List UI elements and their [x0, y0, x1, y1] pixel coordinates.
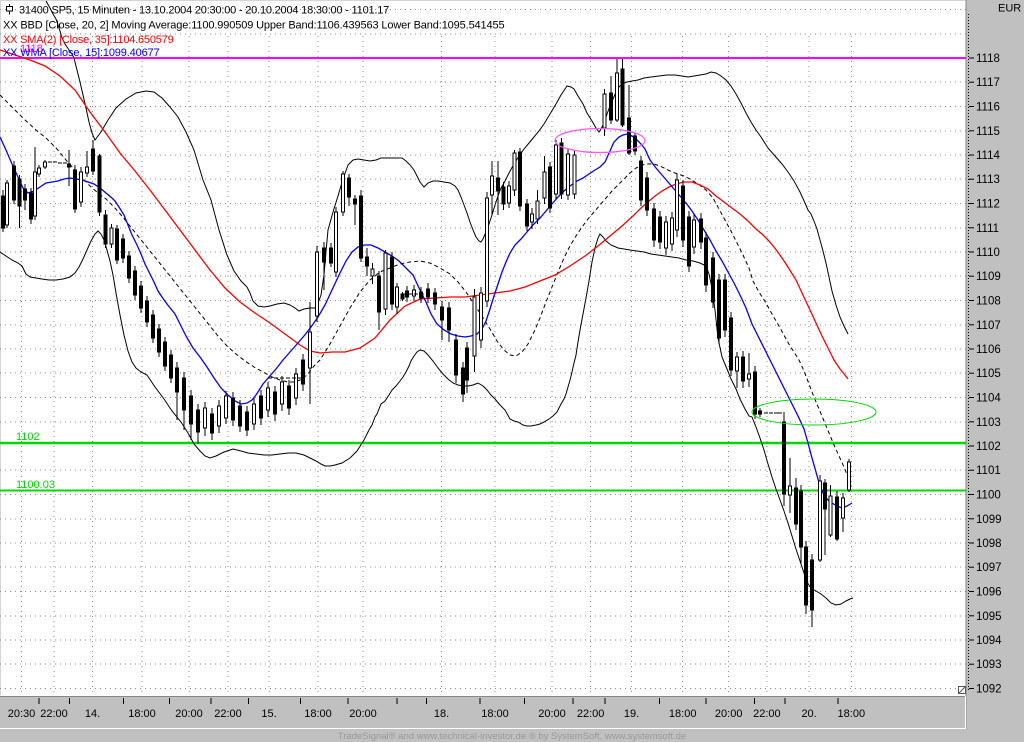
svg-text:1092: 1092 — [976, 684, 1002, 696]
svg-text:1117: 1117 — [976, 77, 1000, 89]
svg-text:1111: 1111 — [976, 223, 999, 235]
svg-text:20:00: 20:00 — [715, 708, 743, 720]
svg-text:22:00: 22:00 — [214, 708, 242, 720]
svg-text:22:00: 22:00 — [577, 708, 605, 720]
svg-text:XX SMA(2) [Close, 35]:1104.650: XX SMA(2) [Close, 35]:1104.650579 — [3, 34, 174, 46]
svg-text:14.: 14. — [85, 708, 100, 720]
svg-text:1118: 1118 — [20, 43, 43, 55]
svg-text:1115: 1115 — [976, 126, 1000, 138]
svg-text:1110: 1110 — [976, 247, 1000, 259]
svg-text:18:00: 18:00 — [128, 708, 156, 720]
svg-text:20:30: 20:30 — [8, 708, 36, 720]
svg-text:18:00: 18:00 — [838, 708, 866, 720]
svg-text:18:00: 18:00 — [669, 708, 697, 720]
svg-text:1116: 1116 — [976, 102, 1000, 114]
svg-text:1100.03: 1100.03 — [16, 479, 55, 491]
svg-text:1103: 1103 — [976, 417, 1001, 429]
svg-text:19.: 19. — [624, 708, 639, 720]
svg-text:1107: 1107 — [976, 320, 1001, 332]
svg-text:1097: 1097 — [976, 562, 1002, 574]
svg-text:1102: 1102 — [16, 431, 40, 443]
svg-text:1096: 1096 — [976, 587, 1002, 599]
svg-text:1099: 1099 — [976, 514, 1002, 526]
svg-text:1101: 1101 — [976, 465, 1001, 477]
svg-text:1106: 1106 — [976, 344, 1001, 356]
svg-text:1112: 1112 — [976, 199, 1000, 211]
svg-text:1095: 1095 — [976, 611, 1002, 623]
svg-text:1114: 1114 — [976, 150, 1000, 162]
svg-text:1113: 1113 — [976, 174, 1000, 186]
svg-text:22:00: 22:00 — [753, 708, 781, 720]
svg-text:1094: 1094 — [976, 635, 1002, 647]
svg-text:18:00: 18:00 — [304, 708, 332, 720]
svg-text:1093: 1093 — [976, 659, 1002, 671]
svg-text:1109: 1109 — [976, 271, 1001, 283]
svg-text:1104: 1104 — [976, 393, 1001, 405]
svg-text:15.: 15. — [261, 708, 276, 720]
svg-text:1098: 1098 — [976, 538, 1002, 550]
svg-text:XX BBD [Close, 20, 2] Moving A: XX BBD [Close, 20, 2] Moving Average:110… — [3, 20, 505, 32]
svg-text:TradeSignal® and www.technical: TradeSignal® and www.technical-investor.… — [338, 731, 686, 742]
svg-text:22:00: 22:00 — [40, 708, 68, 720]
svg-text:20:00: 20:00 — [538, 708, 566, 720]
svg-text:1100: 1100 — [976, 490, 1001, 502]
svg-text:20:00: 20:00 — [175, 708, 203, 720]
svg-text:1102: 1102 — [976, 441, 1001, 453]
svg-text:XX WMA [Close, 15]:1099.40677: XX WMA [Close, 15]:1099.40677 — [3, 47, 159, 59]
svg-text:18.: 18. — [434, 708, 449, 720]
svg-text:1108: 1108 — [976, 296, 1001, 308]
svg-text:1105: 1105 — [976, 368, 1001, 380]
svg-text:20:00: 20:00 — [349, 708, 377, 720]
svg-text:20.: 20. — [801, 708, 816, 720]
svg-text:18:00: 18:00 — [481, 708, 509, 720]
svg-text:EUR: EUR — [998, 3, 1021, 15]
svg-text:1118: 1118 — [976, 53, 1000, 65]
svg-text:31400 SP5, 15 Minuten - 13.10: 31400 SP5, 15 Minuten - 13.10.2004 20:30… — [19, 5, 389, 17]
